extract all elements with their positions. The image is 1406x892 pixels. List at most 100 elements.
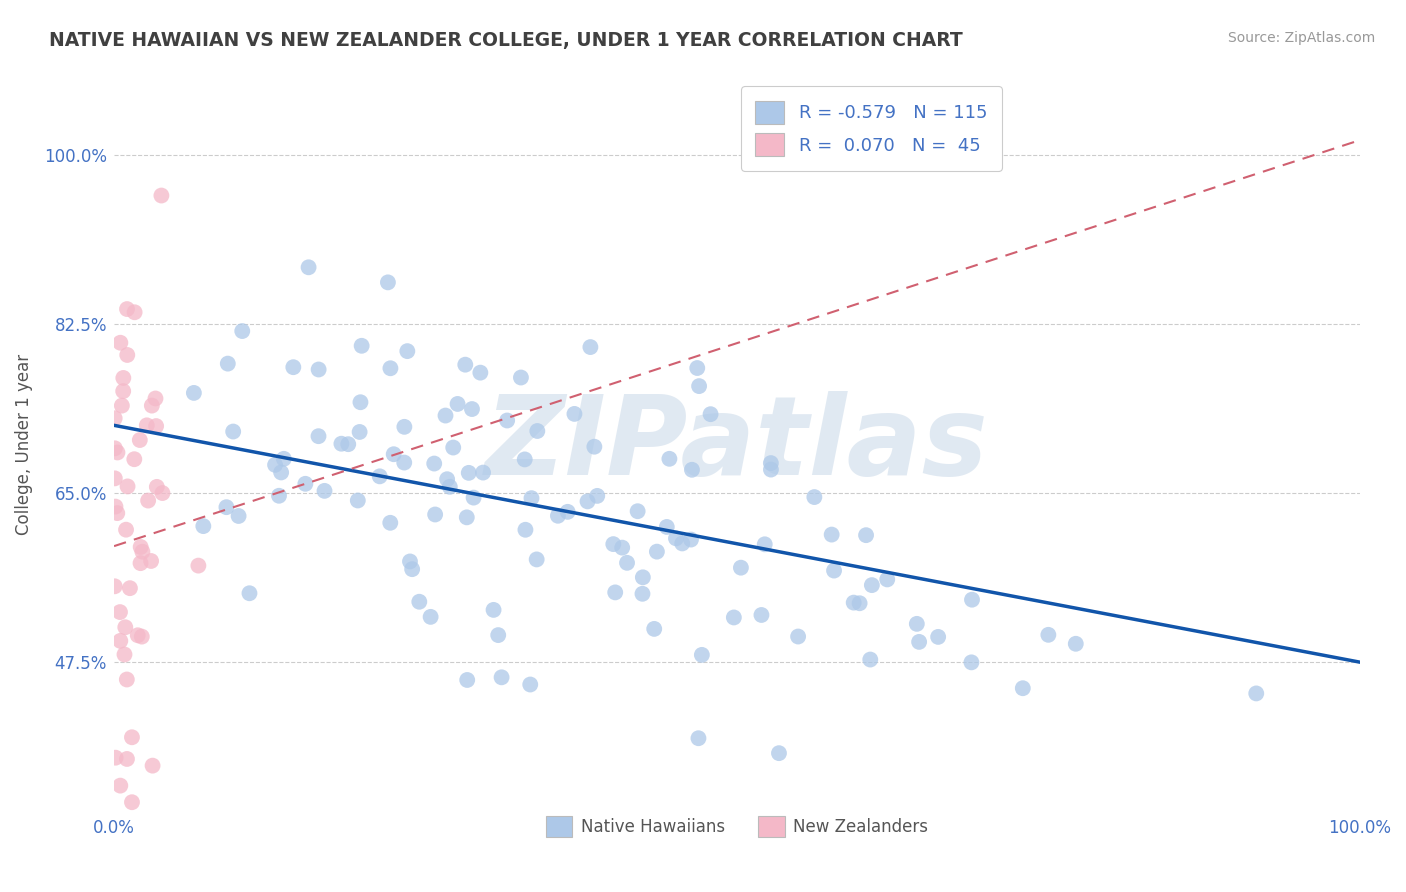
Point xyxy=(187,558,209,573)
Point xyxy=(960,592,983,607)
Point xyxy=(146,480,169,494)
Text: Source: ZipAtlas.com: Source: ZipAtlas.com xyxy=(1227,31,1375,45)
Point xyxy=(602,537,624,551)
Point xyxy=(612,541,634,555)
Point xyxy=(643,622,665,636)
Point xyxy=(124,305,146,319)
Point xyxy=(129,540,152,554)
Point xyxy=(787,630,810,644)
Point xyxy=(408,595,430,609)
Point xyxy=(463,491,485,505)
Legend: Native Hawaiians, New Zealanders: Native Hawaiians, New Zealanders xyxy=(538,809,935,844)
Point xyxy=(135,418,157,433)
Point xyxy=(423,508,446,522)
Point xyxy=(193,519,215,533)
Point xyxy=(583,440,606,454)
Point xyxy=(104,442,127,456)
Point xyxy=(104,579,127,593)
Point xyxy=(436,472,458,486)
Point xyxy=(627,504,650,518)
Point xyxy=(631,587,654,601)
Point xyxy=(1038,628,1060,642)
Point xyxy=(115,673,138,687)
Point xyxy=(688,379,710,393)
Point xyxy=(396,344,419,359)
Text: NATIVE HAWAIIAN VS NEW ZEALANDER COLLEGE, UNDER 1 YEAR CORRELATION CHART: NATIVE HAWAIIAN VS NEW ZEALANDER COLLEGE… xyxy=(49,31,963,50)
Point xyxy=(855,528,877,542)
Point xyxy=(470,366,492,380)
Point xyxy=(723,610,745,624)
Point xyxy=(434,409,457,423)
Point xyxy=(136,493,159,508)
Point xyxy=(105,506,128,520)
Point xyxy=(267,489,290,503)
Point xyxy=(330,436,353,450)
Point xyxy=(110,779,132,793)
Point xyxy=(401,562,423,576)
Point xyxy=(768,746,790,760)
Point xyxy=(145,392,167,406)
Point xyxy=(679,533,702,547)
Point xyxy=(423,457,446,471)
Point xyxy=(515,523,537,537)
Point xyxy=(150,188,173,202)
Point xyxy=(823,564,845,578)
Point xyxy=(419,610,441,624)
Point xyxy=(346,493,368,508)
Point xyxy=(557,505,579,519)
Point xyxy=(876,573,898,587)
Point xyxy=(104,411,127,425)
Point xyxy=(228,508,250,523)
Point xyxy=(631,570,654,584)
Point xyxy=(394,456,416,470)
Point xyxy=(564,407,586,421)
Point xyxy=(526,424,548,438)
Point xyxy=(104,500,127,514)
Point xyxy=(688,731,710,746)
Point xyxy=(121,795,143,809)
Point xyxy=(350,339,373,353)
Point xyxy=(215,500,238,515)
Point xyxy=(110,633,132,648)
Point xyxy=(124,452,146,467)
Point xyxy=(454,358,477,372)
Point xyxy=(368,469,391,483)
Point xyxy=(456,510,478,524)
Point xyxy=(681,463,703,477)
Point xyxy=(457,466,479,480)
Point xyxy=(114,648,136,662)
Point xyxy=(118,581,141,595)
Point xyxy=(297,260,319,275)
Point xyxy=(117,348,139,362)
Point xyxy=(905,616,928,631)
Point xyxy=(152,486,174,500)
Point xyxy=(264,458,287,472)
Point xyxy=(547,508,569,523)
Point xyxy=(1064,637,1087,651)
Point xyxy=(337,437,360,451)
Point xyxy=(472,466,495,480)
Point xyxy=(520,491,543,505)
Point xyxy=(115,752,138,766)
Point xyxy=(142,758,165,772)
Point xyxy=(860,578,883,592)
Point xyxy=(655,520,678,534)
Point xyxy=(461,402,484,417)
Point xyxy=(486,628,509,642)
Point xyxy=(112,384,135,398)
Point xyxy=(217,357,239,371)
Point xyxy=(690,648,713,662)
Point xyxy=(104,471,127,485)
Point xyxy=(686,361,709,376)
Point xyxy=(510,370,533,384)
Point xyxy=(141,399,163,413)
Point xyxy=(616,556,638,570)
Point xyxy=(754,537,776,551)
Point xyxy=(145,419,167,434)
Point xyxy=(128,433,150,447)
Point xyxy=(439,480,461,494)
Point xyxy=(314,483,336,498)
Point xyxy=(294,476,316,491)
Point xyxy=(579,340,602,354)
Point xyxy=(129,556,152,570)
